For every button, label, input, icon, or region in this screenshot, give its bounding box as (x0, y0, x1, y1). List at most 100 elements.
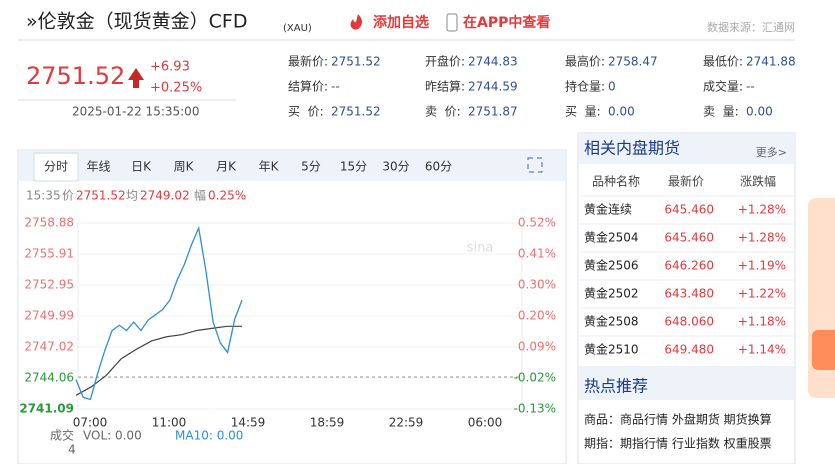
panel-title: 热点推荐 (584, 377, 648, 396)
stat-label: 最低价: (703, 55, 743, 69)
tab[interactable]: 30分 (382, 160, 409, 174)
change-pct: +0.25% (150, 81, 202, 96)
stat-label: 最新价: (288, 54, 328, 69)
title: »伦敦金（现货黄金）CFD (26, 11, 247, 33)
stat-label: 买 价: (288, 105, 324, 119)
pct-tick-label: -0.13% (514, 402, 556, 416)
cell[interactable]: 黄金2502 (584, 286, 639, 301)
fullscreen-icon[interactable] (527, 157, 543, 173)
tab[interactable]: 年线 (86, 160, 110, 174)
hot-line[interactable]: 商品：商品行情 外盘期货 期货换算 (584, 412, 772, 427)
price: 2751.52 (26, 62, 125, 90)
cell: +1.28% (738, 203, 786, 217)
cell[interactable]: 黄金2506 (584, 258, 639, 273)
stat-label: 结算价: (288, 79, 328, 94)
phone-icon (446, 13, 458, 32)
chart-box (17, 149, 567, 465)
info: 2749.02 (140, 189, 190, 203)
pct-tick-label: 0.20% (518, 308, 556, 322)
stat-label: 昨结算: (425, 79, 465, 94)
time: 2025-01-22 15:35:00 (72, 105, 199, 119)
cell[interactable]: 黄金2508 (584, 314, 639, 329)
stat-value: -- (746, 80, 755, 94)
cell: +1.28% (738, 231, 786, 245)
fire-icon (350, 14, 362, 30)
y-tick-label: 2744.06 (24, 370, 74, 384)
info: 幅 (194, 188, 206, 203)
tab[interactable]: 15分 (340, 160, 367, 174)
tab[interactable]: 年K (259, 160, 280, 174)
info: 15:35 (26, 189, 61, 203)
tab-bar (19, 151, 565, 181)
x-tick-label: 22:59 (389, 416, 424, 430)
stat-value: 2744.59 (468, 80, 518, 94)
cell: +1.22% (738, 287, 786, 301)
info: 价 (62, 189, 74, 203)
cell: 645.460 (664, 203, 714, 217)
cell: +1.19% (738, 259, 786, 273)
source: 数据来源：汇通网 (707, 20, 795, 34)
vol: VOL: 0.00 (83, 429, 142, 443)
y-tick-label: 2752.95 (24, 278, 74, 292)
column-header: 涨跌幅 (740, 174, 776, 189)
up-arrow (128, 68, 144, 88)
hot-line[interactable]: 期指：期指行情 行业指数 权重股票 (584, 436, 772, 451)
add-watch[interactable]: 添加自选 (373, 14, 429, 31)
stat-value: -- (331, 80, 340, 94)
x-tick-label: 07:00 (73, 416, 108, 430)
y-tick-label: 2747.02 (24, 340, 74, 354)
tab[interactable]: 60分 (425, 160, 452, 174)
vol-unit: 4 (68, 443, 76, 457)
watermark: sina (467, 241, 494, 256)
avg-line (75, 325, 242, 396)
tab[interactable]: 周K (174, 160, 195, 174)
cell: 645.460 (664, 231, 714, 245)
cell: 646.260 (664, 259, 714, 273)
info: 2751.52 (76, 189, 126, 203)
stat-value: 0.00 (746, 105, 773, 119)
cell[interactable]: 黄金2504 (584, 230, 639, 245)
side-header (579, 134, 794, 164)
stat-value: 2741.88 (746, 55, 796, 69)
stat-label: 买 量: (565, 105, 601, 119)
pct-tick-label: 0.30% (518, 278, 556, 292)
cell: +1.18% (738, 315, 786, 329)
stat-label: 开盘价: (425, 54, 465, 69)
tab[interactable]: 分时 (44, 160, 68, 174)
y-tick-label: 2741.09 (19, 402, 74, 416)
side-panel (577, 132, 796, 465)
stat-value: 0 (608, 80, 616, 94)
cell[interactable]: 黄金2510 (584, 342, 639, 357)
stat-value: 2751.52 (331, 105, 381, 119)
stat-label: 卖 量: (703, 105, 739, 119)
cell: +1.14% (738, 343, 786, 357)
tab[interactable]: 日K (131, 160, 152, 174)
pct-tick-label: 0.52% (518, 216, 556, 230)
pct-tick-label: -0.02% (514, 370, 556, 384)
x-tick-label: 14:59 (231, 416, 266, 430)
side-header (579, 366, 794, 400)
stat-value: 2758.47 (608, 55, 658, 69)
x-tick-label: 06:00 (468, 416, 503, 430)
change: +6.93 (150, 60, 190, 75)
stat-value: 2751.87 (468, 105, 518, 119)
stat-value: 2751.52 (331, 55, 381, 69)
price-line (75, 225, 243, 401)
pct-tick-label: 0.09% (518, 340, 556, 354)
open-app[interactable]: 在APP中查看 (463, 14, 550, 31)
stat-label: 最高价: (565, 54, 605, 69)
tab[interactable]: 月K (216, 160, 237, 174)
cell: 649.480 (664, 343, 714, 357)
tab[interactable]: 5分 (301, 160, 321, 174)
y-tick-label: 2758.88 (24, 216, 74, 230)
more-link[interactable]: 更多> (756, 145, 787, 159)
y-tick-label: 2755.91 (24, 247, 74, 261)
stat-label: 成交量: (703, 79, 743, 94)
vol-label: 成交 (50, 428, 74, 443)
x-tick-label: 18:59 (310, 416, 345, 430)
code: (XAU) (283, 23, 312, 34)
cell: 648.060 (664, 315, 714, 329)
info: 0.25% (208, 189, 246, 203)
cell[interactable]: 黄金连续 (584, 202, 632, 217)
